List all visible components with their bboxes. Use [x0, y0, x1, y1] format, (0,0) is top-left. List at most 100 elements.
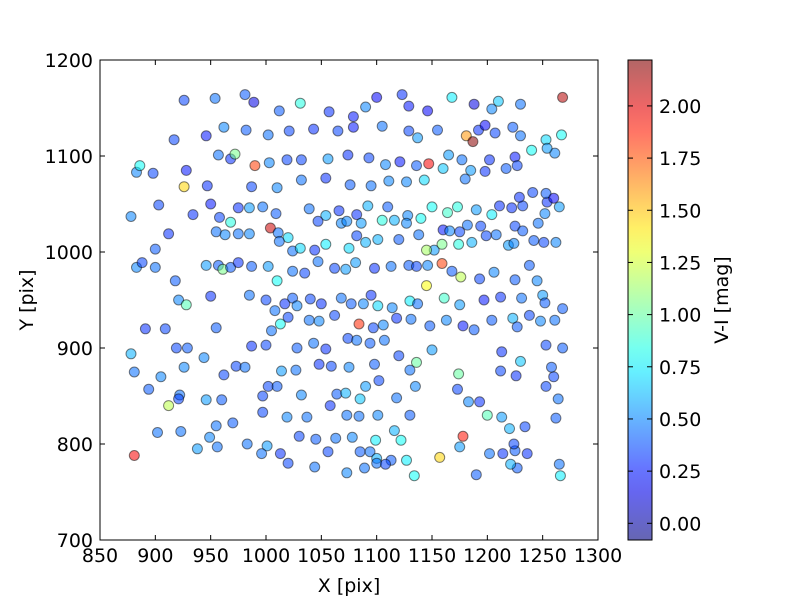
scatter-point [200, 259, 212, 271]
scatter-point [219, 229, 231, 241]
scatter-point [351, 209, 363, 221]
scatter-point [241, 438, 253, 450]
scatter-point [492, 95, 504, 107]
scatter-point [271, 380, 283, 392]
scatter-point [216, 394, 228, 406]
scatter-point [454, 299, 466, 311]
scatter-point [301, 411, 313, 423]
scatter-point [360, 101, 372, 113]
scatter-point [444, 225, 456, 237]
scatter-point [274, 318, 286, 330]
scatter-point [243, 289, 255, 301]
scatter-point [426, 201, 438, 213]
scatter-point [344, 179, 356, 191]
x-tick-labels: 850 900 950 1000 1050 1100 1150 1200 1250 1300 [82, 545, 622, 567]
scatter-point [357, 298, 369, 310]
scatter-point [454, 441, 466, 453]
x-tick-label: 900 [137, 545, 173, 567]
scatter-point [432, 124, 443, 136]
scatter-point [426, 344, 438, 356]
scatter-point [266, 325, 277, 337]
scatter-point [210, 322, 222, 334]
scatter-point [557, 303, 569, 315]
scatter-point [457, 430, 469, 442]
scatter-point [341, 467, 353, 479]
axis-ticks [99, 59, 599, 541]
scatter-point [479, 119, 491, 131]
scatter-point [396, 89, 408, 101]
scatter-point [332, 125, 344, 137]
scatter-point [422, 105, 434, 117]
scatter-point [513, 191, 525, 203]
scatter-point [330, 432, 342, 444]
scatter-point [333, 205, 345, 217]
y-tick-label: 1000 [45, 242, 93, 264]
scatter-point [295, 174, 307, 186]
scatter-point [218, 121, 230, 133]
scatter-point [163, 400, 175, 412]
scatter-point [204, 431, 216, 443]
scatter-point [411, 356, 422, 368]
scatter-point [243, 202, 255, 214]
scatter-point [538, 236, 550, 248]
scatter-point [353, 318, 365, 330]
scatter-point [394, 156, 406, 168]
scatter-point [279, 298, 291, 310]
scatter-point [494, 200, 505, 212]
scatter-point [369, 262, 380, 274]
x-tick-label: 1200 [463, 545, 511, 567]
scatter-point [549, 147, 561, 159]
scatter-point [360, 380, 372, 392]
scatter-point [315, 298, 327, 310]
scatter-point [354, 393, 366, 405]
scatter-point [412, 298, 424, 310]
scatter-point [347, 111, 359, 123]
scatter-point [341, 409, 353, 421]
colorbar-tick-labels: 0.00 0.25 0.50 0.75 1.00 1.25 1.50 1.75 2.00 [659, 96, 701, 535]
scatter-point [409, 380, 421, 392]
scatter-point [187, 209, 199, 221]
scatter-point [382, 201, 394, 213]
x-tick-label: 850 [82, 545, 118, 567]
scatter-point [393, 234, 405, 245]
y-tick-label: 800 [57, 434, 93, 456]
scatter-point [454, 226, 466, 238]
scatter-point [372, 409, 384, 421]
scatter-point [200, 394, 212, 406]
scatter-point [479, 165, 491, 177]
scatter-point [412, 132, 424, 144]
scatter-point [155, 371, 167, 383]
plot-area-frame [99, 59, 599, 541]
scatter-point [465, 164, 477, 176]
scatter-point [303, 314, 315, 326]
scatter-point [225, 261, 237, 273]
scatter-point [276, 365, 287, 377]
scatter-point [388, 214, 400, 226]
scatter-point [232, 228, 244, 240]
scatter-point [376, 214, 388, 226]
scatter-point [227, 417, 239, 429]
scatter-point [403, 100, 415, 112]
colorbar-tick-label: 0.75 [659, 357, 701, 379]
scatter-point [149, 243, 161, 255]
scatter-point [248, 96, 260, 108]
y-tick-label: 1200 [45, 50, 93, 72]
scatter-point [281, 411, 293, 423]
scatter-point [552, 393, 564, 405]
scatter-point [540, 380, 552, 392]
scatter-point [480, 230, 492, 242]
scatter-point [320, 210, 332, 221]
scatter-point [408, 470, 420, 482]
scatter-point [474, 273, 486, 285]
scatter-point [373, 375, 385, 387]
scatter-point [153, 199, 165, 211]
scatter-point [463, 396, 474, 408]
scatter-point [125, 348, 137, 360]
scatter-point [437, 163, 449, 174]
scatter-point [273, 105, 285, 117]
scatter-point [505, 458, 517, 470]
scatter-point [262, 260, 274, 272]
scatter-point [159, 323, 171, 335]
scatter-point [456, 154, 468, 166]
scatter-point [324, 400, 336, 412]
